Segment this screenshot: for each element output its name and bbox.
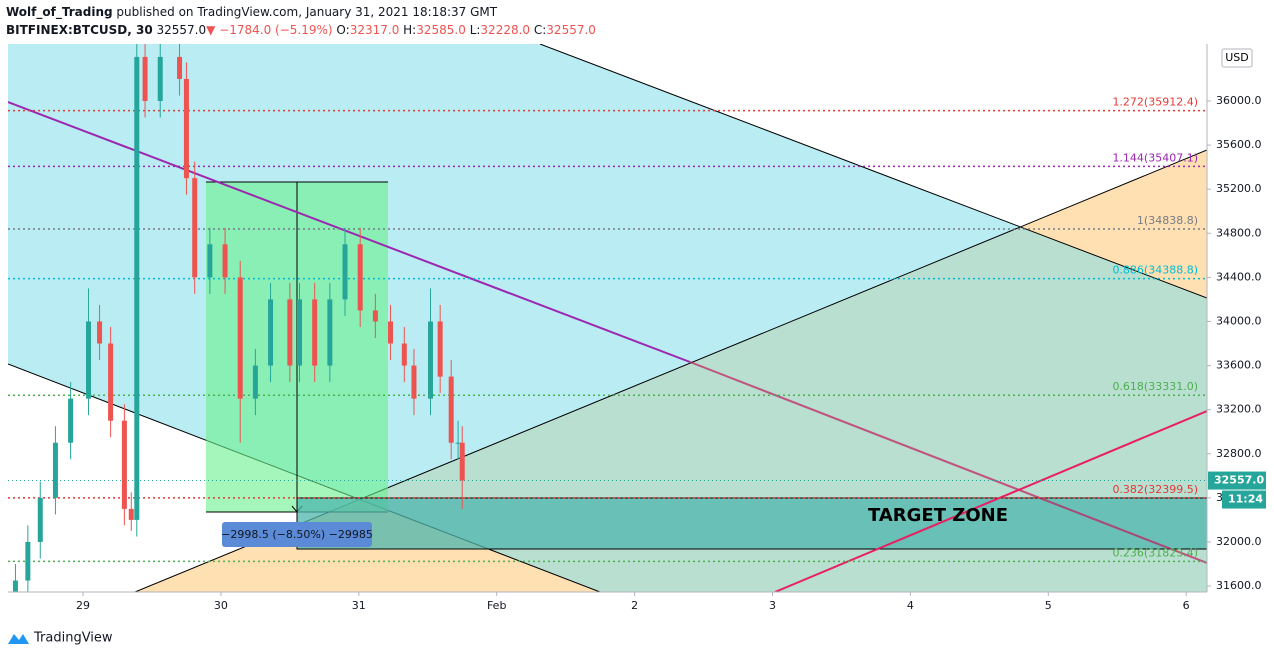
candle-body	[128, 508, 134, 520]
candle-body	[437, 321, 443, 377]
x-tick-label: 5	[1045, 599, 1052, 612]
fib-label: 0.382(32399.5)	[1112, 483, 1198, 496]
c-label: C:	[533, 23, 547, 37]
h-label: H:	[403, 23, 417, 37]
fib-label: 1.272(35912.4)	[1112, 96, 1198, 109]
red-line	[774, 410, 1207, 592]
candle-body	[121, 420, 127, 509]
candle-body	[312, 299, 318, 366]
x-tick-label: 3	[769, 599, 776, 612]
candle-body	[459, 442, 465, 481]
candle-body	[142, 56, 148, 101]
candle-body	[97, 321, 103, 344]
candle-body	[372, 310, 378, 322]
x-tick-label: 29	[76, 599, 90, 612]
candle-body	[297, 299, 303, 366]
x-tick-label: 2	[631, 599, 638, 612]
candle-body	[134, 56, 140, 520]
candle-body	[37, 497, 43, 542]
drawings: 1.272(35912.4) 1.144(35407.1) 1(34838.8) 0.…	[8, 44, 1207, 592]
author: Wolf_of_Trading	[6, 5, 113, 19]
channel-upper	[539, 44, 1207, 299]
currency: USD	[1225, 51, 1249, 64]
purple-line-ext	[689, 361, 1207, 564]
measure-label: −2998.5 (−8.50%) −29985	[221, 528, 373, 541]
x-tick-label: 4	[907, 599, 914, 612]
fib-label: 0.618(33331.0)	[1112, 380, 1198, 393]
candle-body	[207, 244, 213, 278]
o-label: O:	[336, 23, 350, 37]
candle-body	[192, 178, 198, 278]
candle-body	[411, 365, 417, 399]
candle-body	[177, 56, 183, 79]
candle-body	[342, 244, 348, 300]
arrow: ▼	[206, 23, 216, 37]
l-label: L:	[469, 23, 481, 37]
last: 32557.0	[156, 23, 207, 37]
candle-body	[12, 580, 18, 592]
header: Wolf_of_Trading published on TradingView…	[6, 3, 596, 39]
close: 32557.0	[546, 23, 596, 37]
fib-label: 1.144(35407.1)	[1112, 151, 1198, 164]
candle-body	[52, 442, 58, 498]
x-tick-label: Feb	[487, 599, 506, 612]
candle-body	[327, 299, 333, 366]
fib-label: 1(34838.8)	[1137, 214, 1198, 227]
candle-body	[455, 442, 461, 444]
candle-body	[268, 299, 274, 366]
candle-body	[357, 244, 363, 311]
x-tick-label: 6	[1183, 599, 1190, 612]
countdown-box	[1222, 490, 1266, 509]
countdown: 11:24	[1228, 493, 1263, 506]
candle-body	[108, 343, 114, 421]
candle-body	[428, 321, 434, 399]
annotation: TARGET ZONE	[868, 505, 1008, 526]
price-tag-box	[1208, 471, 1266, 490]
candle-body	[287, 299, 293, 366]
candle-body	[388, 321, 394, 344]
candle-body	[157, 56, 163, 101]
fib-label: 0.886(34388.8)	[1112, 264, 1198, 277]
y-tick-label: 35200.0	[1216, 182, 1262, 195]
y-tick-label: 31600.0	[1216, 579, 1262, 592]
purple-line	[8, 101, 691, 363]
open: 32317.0	[349, 23, 400, 37]
low: 32228.0	[480, 23, 531, 37]
y-tick-label: 33600.0	[1216, 359, 1262, 372]
candle-body	[68, 398, 74, 443]
candle-body	[86, 321, 92, 399]
y-tick-label: 34400.0	[1216, 270, 1262, 283]
y-tick-label: 35600.0	[1216, 138, 1262, 151]
y-tick-label: 32800.0	[1216, 447, 1262, 460]
candle-body	[25, 541, 31, 581]
candle-body	[222, 244, 228, 278]
change: −1784.0 (−5.19%)	[219, 23, 333, 37]
candle-body	[401, 343, 407, 366]
logo: TradingView	[8, 631, 113, 646]
x-tick-label: 30	[214, 599, 228, 612]
high: 32585.0	[416, 23, 466, 37]
logo-icon	[8, 634, 29, 644]
price-tag: 32557.0	[1214, 474, 1264, 487]
y-tick-label: 34000.0	[1216, 314, 1262, 327]
x-tick-label: 31	[352, 599, 366, 612]
y-tick-label: 33200.0	[1216, 403, 1262, 416]
y-tick-label: 36000.0	[1216, 94, 1262, 107]
target-zone	[296, 497, 1207, 550]
published: published on TradingView.com, January 31…	[116, 5, 498, 19]
symbol: BITFINEX:BTCUSD, 30	[6, 23, 153, 37]
y-tick-label: 34800.0	[1216, 226, 1262, 239]
y-tick-label: 32000.0	[1216, 535, 1262, 548]
candle-body	[448, 376, 454, 443]
footer: TradingView	[33, 631, 113, 646]
fib-label: 0.236(31823.4)	[1112, 546, 1198, 559]
currency-box	[1221, 48, 1253, 68]
candle-body	[237, 277, 243, 399]
candle-body	[252, 365, 258, 399]
candle-body	[183, 78, 189, 179]
measure-label-box	[222, 522, 372, 547]
